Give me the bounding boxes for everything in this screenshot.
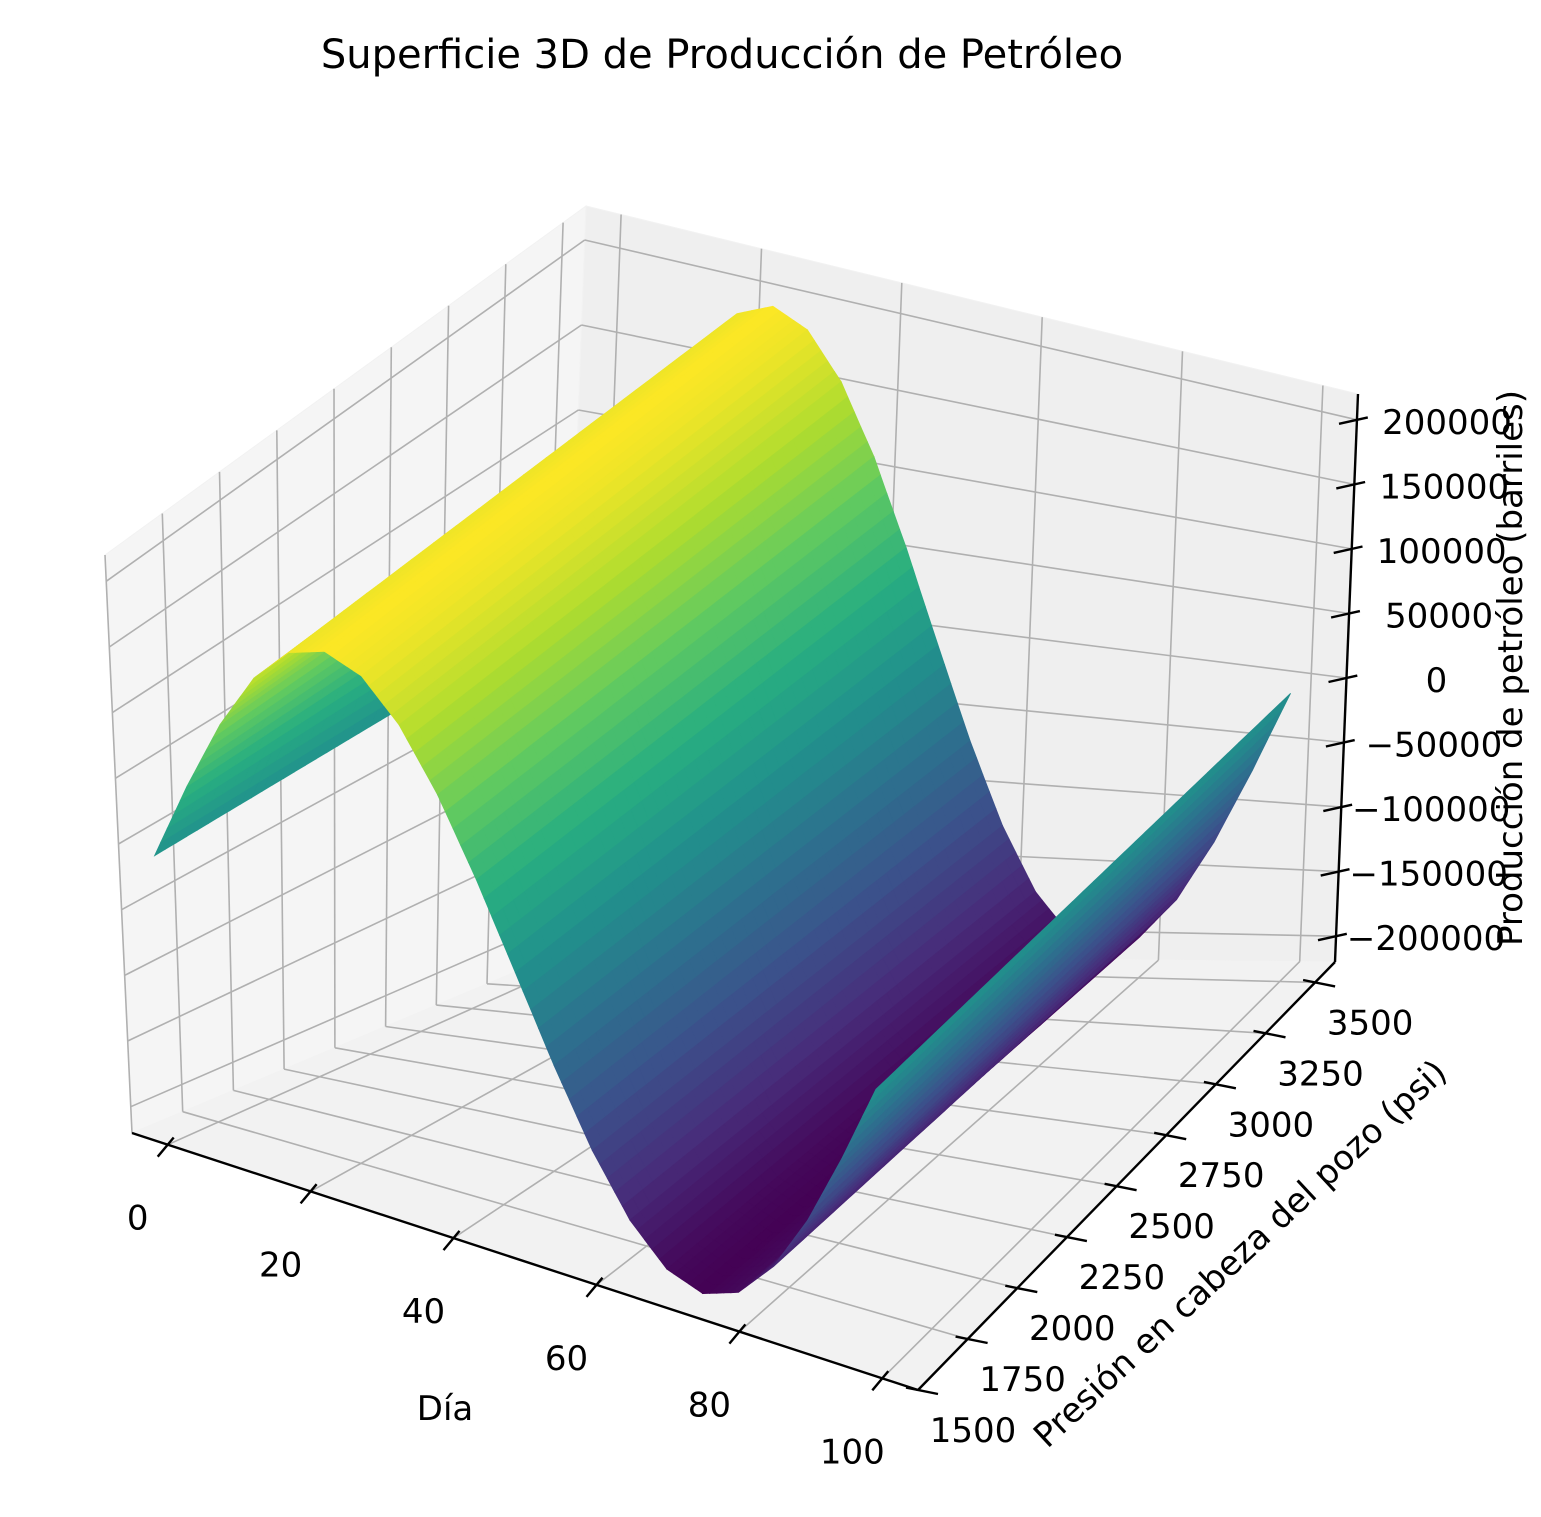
x-tick-label: 80 — [688, 1386, 731, 1426]
x-tick-label: 60 — [545, 1339, 588, 1379]
z-tick-label: 150000 — [1379, 467, 1509, 507]
grid-line-z — [108, 324, 582, 648]
grid-line-z — [584, 239, 1358, 421]
z-tick-label: 0 — [1426, 661, 1448, 701]
x-tick-label: 20 — [259, 1245, 302, 1285]
grid-line-y — [182, 1110, 968, 1340]
surface-plot — [153, 305, 1291, 1295]
y-tick-label: 1500 — [930, 1411, 1017, 1451]
grid-line-z — [105, 239, 586, 582]
z-axis-label: Producción de petróleo (barriles) — [1491, 390, 1531, 946]
grid-line-z — [111, 409, 579, 714]
y-tick-mark — [905, 1386, 939, 1396]
x-tick-label: 100 — [820, 1432, 885, 1472]
y-tick-label: 2000 — [1029, 1309, 1116, 1349]
y-tick-label: 3250 — [1277, 1054, 1364, 1094]
y-tick-label: 1750 — [979, 1360, 1066, 1400]
z-tick-label: −200000 — [1347, 919, 1505, 959]
grid-line-z — [130, 919, 560, 1108]
x-tick-label: 40 — [402, 1292, 445, 1332]
y-tick-label: 3500 — [1327, 1003, 1414, 1043]
z-tick-label: −150000 — [1350, 855, 1508, 895]
z-tick-label: −50000 — [1366, 726, 1503, 766]
y-tick-label: 2500 — [1128, 1207, 1215, 1247]
y-tick-label: 2250 — [1079, 1258, 1166, 1298]
x-tick-label: 0 — [127, 1199, 149, 1239]
z-tick-label: −100000 — [1352, 790, 1510, 830]
z-tick-label: 50000 — [1385, 597, 1493, 637]
x-axis-label: Día — [417, 1389, 473, 1429]
chart-title: Superficie 3D de Producción de Petróleo — [321, 32, 1123, 78]
y-tick-label: 3000 — [1228, 1105, 1315, 1145]
z-tick-label: 100000 — [1377, 532, 1507, 572]
y-tick-label: 2750 — [1178, 1156, 1265, 1196]
